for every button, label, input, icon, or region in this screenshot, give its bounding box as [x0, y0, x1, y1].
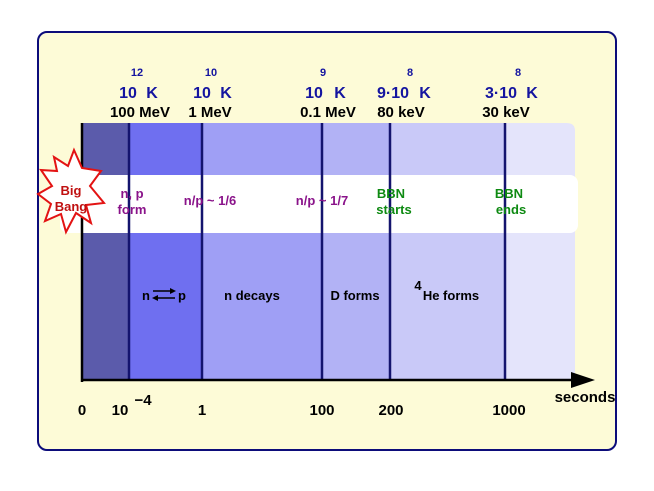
- energy-label: 0.1 MeV: [300, 104, 356, 121]
- energy-label: 30 keV: [482, 104, 530, 121]
- energy-label: 80 keV: [377, 104, 425, 121]
- bbn-ends-label-line1: BBN: [495, 186, 523, 201]
- temperature-exponent: 8: [407, 67, 413, 79]
- era-segment-4: [322, 123, 390, 380]
- energy-label: 1 MeV: [188, 104, 231, 121]
- time-axis-unit-label: seconds: [555, 389, 616, 406]
- n-decays-label: n decays: [224, 288, 280, 303]
- time-tick-label: 10: [112, 402, 129, 419]
- time-tick-label: 0: [78, 402, 86, 419]
- temperature-value: 3·10: [485, 85, 517, 102]
- era-segment-5: [390, 123, 505, 380]
- time-tick-label: 200: [378, 402, 403, 419]
- temperature-exponent: 8: [515, 67, 521, 79]
- bbn-ends-label-line2: ends: [496, 202, 526, 217]
- temperature-unit: K: [334, 85, 346, 102]
- temperature-unit: K: [526, 85, 538, 102]
- bbn-starts-label-line2: starts: [376, 202, 411, 217]
- time-tick-label: 1: [198, 402, 206, 419]
- big-bang-label-line2: Bang: [55, 199, 88, 214]
- temperature-unit: K: [220, 85, 232, 102]
- temperature-exponent: 9: [320, 67, 326, 79]
- he-forms-label: He forms: [423, 288, 479, 303]
- temperature-value: 9·10: [377, 85, 409, 102]
- temperature-exponent: 10: [205, 67, 217, 79]
- time-tick-label: 100: [309, 402, 334, 419]
- temperature-exponent: 12: [131, 67, 143, 79]
- time-tick-exponent: −4: [134, 392, 152, 409]
- equilibrium-arrowhead-backward: [152, 295, 158, 301]
- proton-label: p: [178, 288, 186, 303]
- np-form-label-line1: n, p: [120, 186, 143, 201]
- era-segment-2: [129, 123, 202, 380]
- he4-superscript: 4: [414, 278, 422, 293]
- bbn-starts-label-line1: BBN: [377, 186, 405, 201]
- era-segment-1: [82, 123, 129, 380]
- np-ratio-label: n/p ~ 1/6: [184, 193, 236, 208]
- process-band: [60, 175, 578, 233]
- d-forms-label: D forms: [330, 288, 379, 303]
- np-ratio-label: n/p ~ 1/7: [296, 193, 348, 208]
- temperature-value: 10: [305, 85, 323, 102]
- np-form-label-line2: form: [118, 202, 147, 217]
- equilibrium-arrowhead-forward: [170, 288, 176, 294]
- big-bang-starburst: [36, 147, 106, 235]
- temperature-unit: K: [419, 85, 431, 102]
- era-segment-3: [202, 123, 322, 380]
- energy-label: 100 MeV: [110, 104, 170, 121]
- big-bang-label-line1: Big: [61, 183, 82, 198]
- neutron-label: n: [142, 288, 150, 303]
- era-segment-6: [505, 123, 575, 380]
- temperature-value: 10: [193, 85, 211, 102]
- time-tick-label: 1000: [492, 402, 525, 419]
- temperature-unit: K: [146, 85, 158, 102]
- temperature-value: 10: [119, 85, 137, 102]
- time-axis-arrowhead: [571, 372, 595, 388]
